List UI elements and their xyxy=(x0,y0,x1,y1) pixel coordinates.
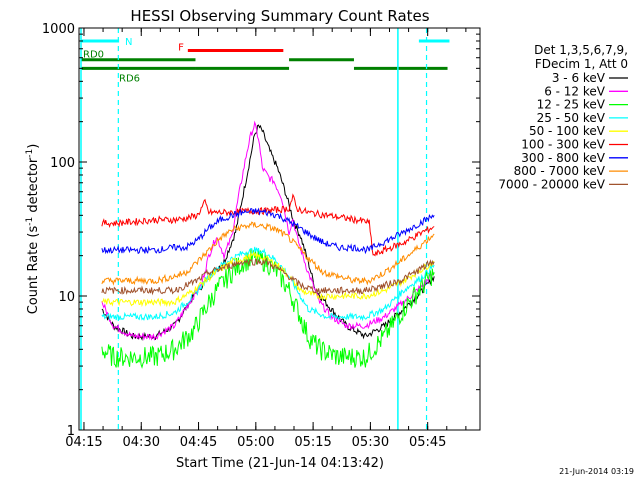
y-axis-label-main: Count Rate (s xyxy=(26,226,41,315)
series-line-1 xyxy=(101,120,435,341)
legend-label-8: 7000 - 20000 keV xyxy=(498,177,605,191)
flag-label-n: N xyxy=(125,37,132,48)
flag-label-f: F xyxy=(178,42,184,53)
y-axis-label-sup1: -1 xyxy=(25,217,35,226)
chart-title: HESSI Observing Summary Count Rates xyxy=(130,7,429,25)
series-line-3 xyxy=(101,246,435,322)
y-tick-label-2: 100 xyxy=(50,156,75,171)
y-axis-label-end: ) xyxy=(26,144,41,149)
y-axis-label: Count Rate (s-1 detector-1) xyxy=(25,144,41,315)
series-line-8 xyxy=(101,257,435,296)
series-line-7 xyxy=(101,221,435,286)
y-axis-label-sup2: -1 xyxy=(25,149,35,158)
x-tick-label-2: 04:45 xyxy=(180,435,217,450)
x-tick-label-0: 04:15 xyxy=(65,435,102,450)
legend-label-6: 300 - 800 keV xyxy=(521,151,605,165)
footer-timestamp: 21-Jun-2014 03:19 xyxy=(559,467,634,476)
series-line-0 xyxy=(101,124,435,341)
flag-label-rd6: RD6 xyxy=(119,73,140,84)
series-line-5 xyxy=(101,193,435,257)
legend: Det 1,3,5,6,7,9, FDecim 1, Att 0 3 - 6 k… xyxy=(498,43,628,191)
x-tick-label-6: 05:45 xyxy=(409,435,446,450)
legend-label-0: 3 - 6 keV xyxy=(552,71,606,85)
series-line-6 xyxy=(101,207,435,255)
x-axis-label: Start Time (21-Jun-14 04:13:42) xyxy=(176,456,384,471)
x-axis: 04:15 04:30 04:45 05:00 05:15 05:30 05:45 xyxy=(65,28,467,450)
plot-frame xyxy=(78,27,481,431)
legend-header-line-2: FDecim 1, Att 0 xyxy=(535,57,628,71)
legend-label-3: 25 - 50 keV xyxy=(537,111,606,125)
legend-label-1: 6 - 12 keV xyxy=(544,84,606,98)
x-tick-label-3: 05:00 xyxy=(237,435,274,450)
x-tick-label-4: 05:15 xyxy=(294,435,331,450)
series-group xyxy=(101,120,435,369)
y-tick-label-1: 10 xyxy=(58,290,75,305)
series-line-2 xyxy=(101,249,435,369)
legend-label-7: 800 - 7000 keV xyxy=(514,164,606,178)
y-tick-label-0: 1 xyxy=(67,424,75,439)
legend-label-4: 50 - 100 keV xyxy=(529,124,606,138)
y-tick-label-3: 1000 xyxy=(42,22,75,37)
flag-label-rd0: RD0 xyxy=(83,50,104,61)
x-tick-label-5: 05:30 xyxy=(352,435,389,450)
saa-night-lines xyxy=(80,28,428,430)
x-tick-label-1: 04:30 xyxy=(123,435,160,450)
series-line-4 xyxy=(101,251,435,308)
legend-header-line-1: Det 1,3,5,6,7,9, xyxy=(534,43,628,57)
flag-bars: N F RD0 RD6 xyxy=(81,37,450,84)
y-axis: 1 10 100 1000 xyxy=(42,22,480,439)
y-axis-label-mid: detector xyxy=(26,157,41,217)
legend-label-2: 12 - 25 keV xyxy=(537,98,606,112)
legend-label-5: 100 - 300 keV xyxy=(521,138,605,152)
